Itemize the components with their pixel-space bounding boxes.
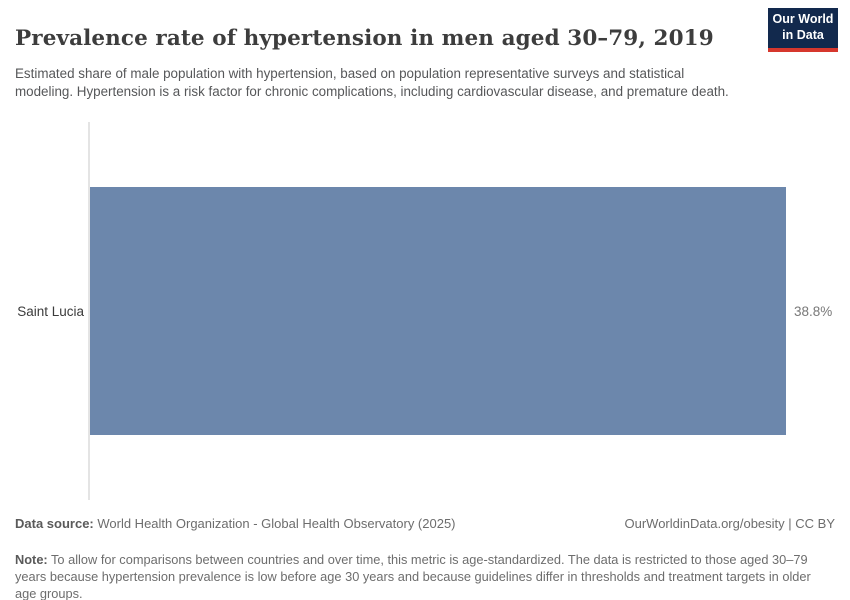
attribution-link[interactable]: OurWorldinData.org/obesity | CC BY [624, 516, 836, 531]
owid-logo-line2: in Data [782, 28, 824, 42]
footer-note: Note: To allow for comparisons between c… [15, 551, 835, 600]
chart-subtitle: Estimated share of male population with … [15, 66, 729, 100]
owid-logo-line1: Our World [772, 12, 834, 27]
value-label: 38.8% [794, 304, 833, 319]
footer-sources-row: Data source: World Health Organization -… [15, 516, 835, 531]
owid-logo[interactable]: Our World in Data [768, 8, 838, 52]
bar-saint-lucia[interactable] [90, 187, 786, 435]
page-title: Prevalence rate of hypertension in men a… [15, 26, 714, 52]
entity-label: Saint Lucia [17, 304, 84, 319]
data-source-label: Data source: [15, 516, 94, 531]
data-source-text: World Health Organization - Global Healt… [93, 516, 456, 531]
note-label: Note: [15, 551, 48, 567]
y-axis-line [88, 122, 90, 500]
data-source-line: Data source: World Health Organization -… [15, 516, 456, 531]
note-text: To allow for comparisons between countri… [15, 551, 811, 600]
